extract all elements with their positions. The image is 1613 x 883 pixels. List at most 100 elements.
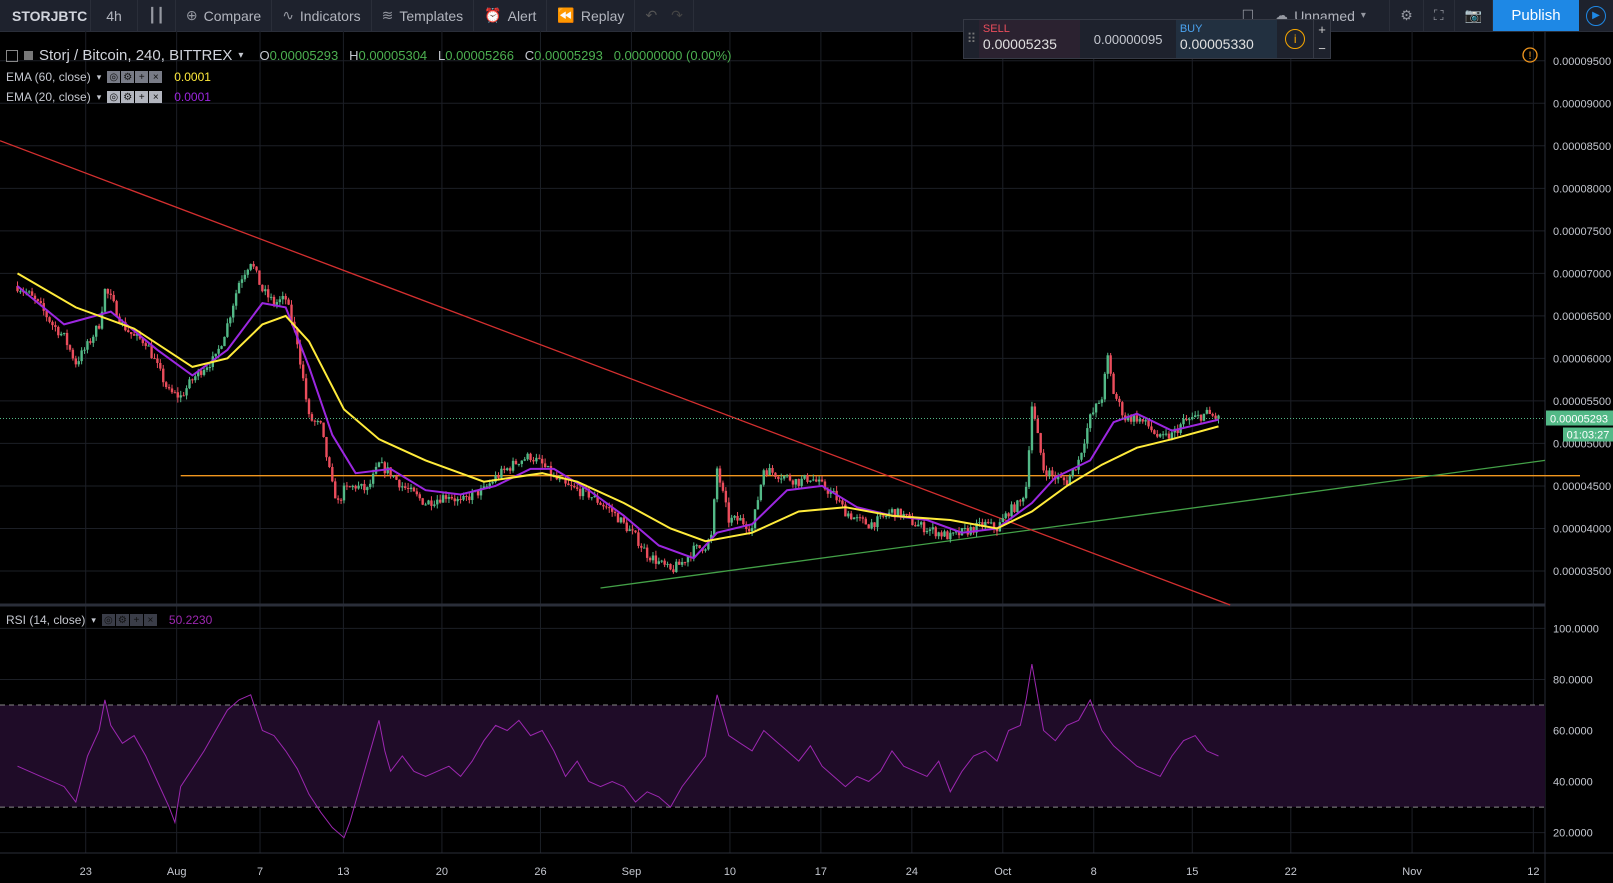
compare-button[interactable]: ⊕ Compare [176, 0, 273, 31]
candle-body [957, 531, 961, 536]
drag-handle-icon[interactable]: ⠿ [966, 31, 977, 46]
plus-icon[interactable]: + [135, 91, 149, 103]
interval-button[interactable]: 4h [91, 0, 138, 31]
time-tick-label: Oct [994, 866, 1011, 878]
candle-body [348, 486, 352, 488]
chart-type-button[interactable]: ┃┃ [138, 0, 176, 31]
rsi-line[interactable] [17, 664, 1219, 839]
publish-button[interactable]: Publish [1493, 0, 1579, 31]
rewind-icon: ⏪ [557, 7, 575, 23]
series-title[interactable]: Storj / Bitcoin, 240, BITTREX [39, 47, 233, 64]
candle-body [252, 263, 255, 267]
chevron-down-icon[interactable]: ▾ [96, 91, 102, 102]
chevron-down-icon[interactable]: ▾ [238, 50, 244, 61]
candle-body [482, 486, 486, 489]
quantity-stepper[interactable]: + − [1313, 20, 1330, 58]
indicators-button[interactable]: ∿ Indicators [272, 0, 372, 31]
candle-body [931, 527, 935, 530]
time-axis[interactable]: 23 Aug 7 13 20 26 Sep 10 17 24 Oct 8 15 22 Nov 12 [80, 866, 1540, 878]
buy-button[interactable]: BUY 0.00005330 [1175, 20, 1278, 58]
gear-icon[interactable]: ⚙ [121, 91, 135, 103]
gear-icon[interactable]: ⚙ [115, 614, 129, 626]
symbol-search-button[interactable]: STORJBTC [0, 0, 91, 31]
ema60-legend[interactable]: EMA (60, close) ▾ ◎ ⚙ + × 0.0001 [6, 70, 211, 84]
time-tick-label: 17 [815, 866, 827, 878]
candle-body [1083, 443, 1086, 453]
undo-redo: ↶ ↷ [635, 0, 694, 31]
candle-body [1089, 414, 1092, 429]
candle-body [485, 486, 489, 488]
chevron-down-icon[interactable]: ▾ [91, 614, 96, 625]
trade-info-button[interactable]: i [1277, 20, 1313, 58]
chart-canvas[interactable]: 0.00009500 0.00009000 0.00008500 0.00008000… [0, 31, 1613, 883]
candle-body [724, 490, 728, 503]
candle-body [1150, 426, 1153, 431]
minus-icon[interactable]: − [1318, 41, 1326, 56]
gear-icon[interactable]: ⚙ [121, 71, 135, 83]
ema20-line[interactable] [16, 285, 1219, 560]
time-tick-label: 10 [724, 866, 736, 878]
candle-body [733, 515, 736, 518]
candle-body [599, 502, 602, 505]
chart-alert-icon[interactable]: ! [1522, 47, 1538, 63]
candle-body [1100, 399, 1104, 403]
downtrend-line[interactable] [0, 140, 1231, 606]
candle-body [876, 516, 879, 528]
candle-body [567, 483, 570, 486]
candle-body [447, 497, 451, 499]
candle-body [882, 515, 885, 517]
replay-button[interactable]: ⏪ Replay [547, 0, 636, 31]
close-icon[interactable]: × [143, 614, 157, 626]
ema60-line[interactable] [16, 272, 1219, 543]
candle-body [112, 294, 115, 302]
price-axis[interactable]: 0.00009500 0.00009000 0.00008500 0.00008000… [1553, 56, 1611, 578]
close-icon[interactable]: × [149, 71, 163, 83]
plus-icon[interactable]: + [1318, 22, 1326, 37]
candle-body [45, 310, 48, 318]
candle-body [581, 487, 585, 497]
ema20-value: 0.0001 [174, 90, 211, 104]
candle-body [132, 334, 136, 336]
play-icon: ▶ [1586, 5, 1606, 26]
uptrend-line[interactable] [600, 459, 1546, 589]
candle-body [1159, 434, 1162, 437]
rsi-axis[interactable]: 100.0000 80.0000 60.0000 40.0000 20.0000 [1553, 623, 1599, 839]
price-tick-label: 0.00005500 [1553, 396, 1611, 408]
redo-icon[interactable]: ↷ [671, 7, 683, 23]
candle-body [1021, 497, 1025, 502]
price-tick-label: 0.00006500 [1553, 311, 1611, 323]
close-icon[interactable]: × [149, 91, 163, 103]
candle-body [1121, 402, 1124, 416]
collapse-legend-icon[interactable] [6, 49, 18, 62]
ema20-legend[interactable]: EMA (20, close) ▾ ◎ ⚙ + × 0.0001 [6, 90, 211, 104]
fullscreen-button[interactable]: ⛶ [1424, 0, 1455, 31]
plus-icon[interactable]: + [129, 614, 143, 626]
candle-body [730, 517, 733, 523]
ema60-label: EMA (60, close) [6, 70, 91, 84]
last-price-label: 0.00005293 [1546, 410, 1613, 426]
candle-body [71, 349, 75, 359]
chevron-down-icon[interactable]: ▾ [96, 71, 102, 82]
candle-body [188, 379, 191, 389]
price-tick-label: 0.00008500 [1553, 141, 1611, 153]
price-tick-label: 0.00007000 [1553, 268, 1611, 280]
candle-body [465, 496, 468, 498]
candle-body [806, 475, 809, 482]
spread-value: 0.00000095 [1093, 31, 1163, 47]
undo-icon[interactable]: ↶ [645, 7, 658, 23]
plus-icon[interactable]: + [135, 71, 149, 83]
eye-icon[interactable]: ◎ [107, 71, 121, 83]
right-panel-toggle[interactable]: ▶ [1579, 0, 1613, 31]
candle-body [162, 368, 165, 383]
candle-body [934, 527, 937, 537]
eye-icon[interactable]: ◎ [107, 91, 121, 103]
rsi-legend[interactable]: RSI (14, close) ▾ ◎ ⚙ + × 50.2230 [6, 613, 212, 627]
sell-button[interactable]: SELL 0.00005235 [978, 20, 1081, 58]
candle-body [762, 470, 765, 485]
eye-icon[interactable]: ◎ [101, 614, 115, 626]
snapshot-button[interactable]: 📷 [1455, 0, 1493, 31]
alert-button[interactable]: ⏰ Alert [474, 0, 548, 31]
candle-body [704, 549, 707, 551]
settings-button[interactable]: ⚙ [1390, 0, 1424, 31]
templates-button[interactable]: ≋ Templates [372, 0, 475, 31]
